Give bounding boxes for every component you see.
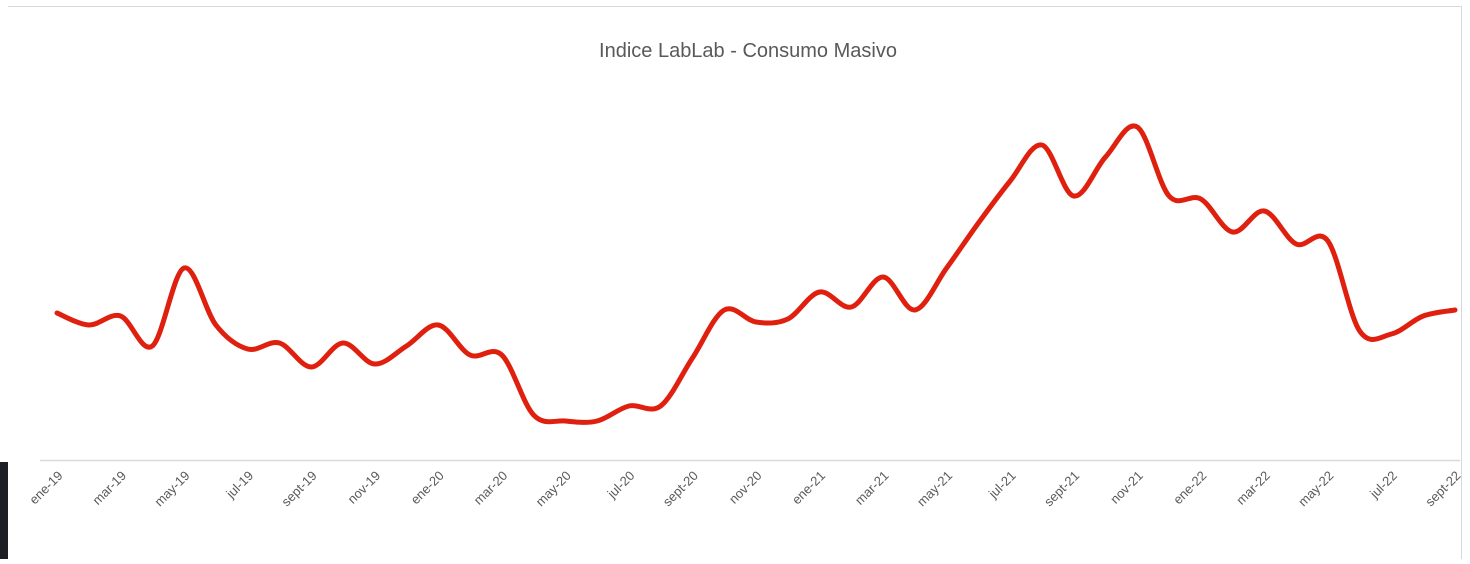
- chart-title: Indice LabLab - Consumo Masivo: [599, 40, 897, 62]
- chart-area: [8, 6, 1462, 559]
- line: [54, 123, 1458, 425]
- window-edge: [0, 462, 8, 559]
